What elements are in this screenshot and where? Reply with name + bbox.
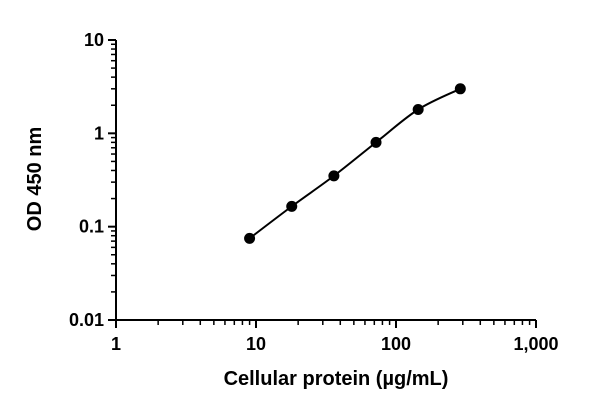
x-tick-label: 100 bbox=[381, 334, 411, 354]
x-tick-label: 1 bbox=[111, 334, 121, 354]
data-point bbox=[412, 104, 424, 116]
data-point bbox=[328, 170, 340, 182]
data-point bbox=[454, 83, 466, 95]
y-tick-label: 0.1 bbox=[79, 217, 104, 237]
data-point bbox=[244, 232, 256, 244]
y-axis-title: OD 450 nm bbox=[24, 127, 46, 231]
points-layer bbox=[244, 83, 466, 244]
x-axis-title: Cellular protein (µg/mL) bbox=[224, 368, 449, 390]
axes-layer: 0.01 0.1 1 10 1 10 100 1,000 bbox=[69, 30, 559, 354]
y-tick-label: 0.01 bbox=[69, 310, 104, 330]
y-tick-label: 1 bbox=[94, 123, 104, 143]
data-point bbox=[286, 200, 298, 212]
y-tick-label: 10 bbox=[84, 30, 104, 50]
x-tick-label: 10 bbox=[246, 334, 266, 354]
x-tick-label: 1,000 bbox=[513, 334, 558, 354]
curve-layer bbox=[248, 87, 461, 240]
data-point bbox=[370, 136, 382, 148]
fit-curve bbox=[248, 87, 461, 240]
